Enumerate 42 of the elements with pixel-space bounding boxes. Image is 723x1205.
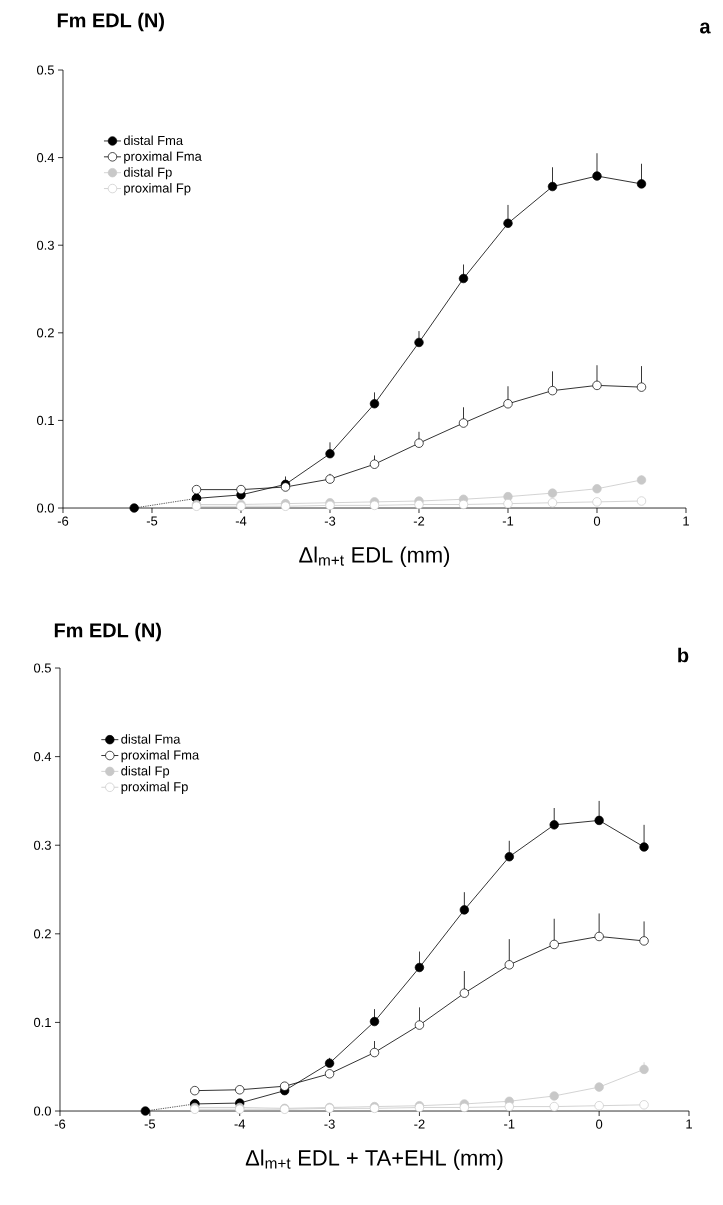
legend-label: proximal Fma xyxy=(121,750,200,763)
text: b xyxy=(678,647,689,663)
x-tick-label: -4 xyxy=(234,1119,246,1129)
y-tick-label: 0.4 xyxy=(33,752,52,762)
legend-label: distal Fp xyxy=(121,765,170,779)
y-tick-label: 0.0 xyxy=(33,1106,51,1116)
x-tick-label: 1 xyxy=(683,516,689,526)
legend-label: distal Fma xyxy=(121,734,181,744)
y-tick-label: 0.1 xyxy=(33,1017,51,1027)
y-tick-label: 0.0 xyxy=(36,503,54,513)
legend-label: distal Fma xyxy=(123,135,184,146)
x-tick-label: -5 xyxy=(144,1119,156,1129)
x-tick-label: 0 xyxy=(593,516,601,526)
x-axis-title: Δl$_{m+t}$ EDL (mm) xyxy=(299,546,450,567)
x-tick-label: -5 xyxy=(146,516,158,526)
x-tick-label: -6 xyxy=(57,516,69,526)
y-tick-label: 0.3 xyxy=(33,840,51,850)
y-tick-label: 0.4 xyxy=(36,153,55,163)
y-tick-label: 0.5 xyxy=(36,65,54,75)
y-tick-label: 0.5 xyxy=(33,663,51,673)
y-tick-label: 0.1 xyxy=(36,415,54,425)
x-tick-label: -3 xyxy=(324,1119,335,1129)
y-axis-title: Fm EDL (N) xyxy=(57,12,164,32)
x-tick-label: -3 xyxy=(324,516,336,526)
legend-label: proximal Fp xyxy=(121,781,188,794)
x-tick-label: -2 xyxy=(413,516,425,526)
legend-label: proximal Fma xyxy=(124,151,202,164)
y-axis-title: Fm EDL (N) xyxy=(54,622,161,642)
x-tick-label: -4 xyxy=(235,516,247,526)
y-tick-label: 0.3 xyxy=(36,240,54,250)
y-tick-label: 0.2 xyxy=(33,929,51,939)
x-tick-label: 0 xyxy=(596,1119,603,1129)
x-tick-label: -6 xyxy=(54,1119,66,1129)
text: a xyxy=(700,22,711,34)
x-axis-title: Δl$_{m+t}$ EDL + TA+EHL (mm) xyxy=(245,1149,503,1170)
x-tick-label: 1 xyxy=(686,1119,692,1129)
legend-label: distal Fp xyxy=(123,167,172,180)
x-tick-label: -1 xyxy=(504,1119,515,1129)
y-tick-label: 0.2 xyxy=(36,328,54,338)
x-tick-label: -2 xyxy=(414,1119,425,1129)
legend-label: proximal Fp xyxy=(124,183,191,196)
x-tick-label: -1 xyxy=(502,516,514,526)
